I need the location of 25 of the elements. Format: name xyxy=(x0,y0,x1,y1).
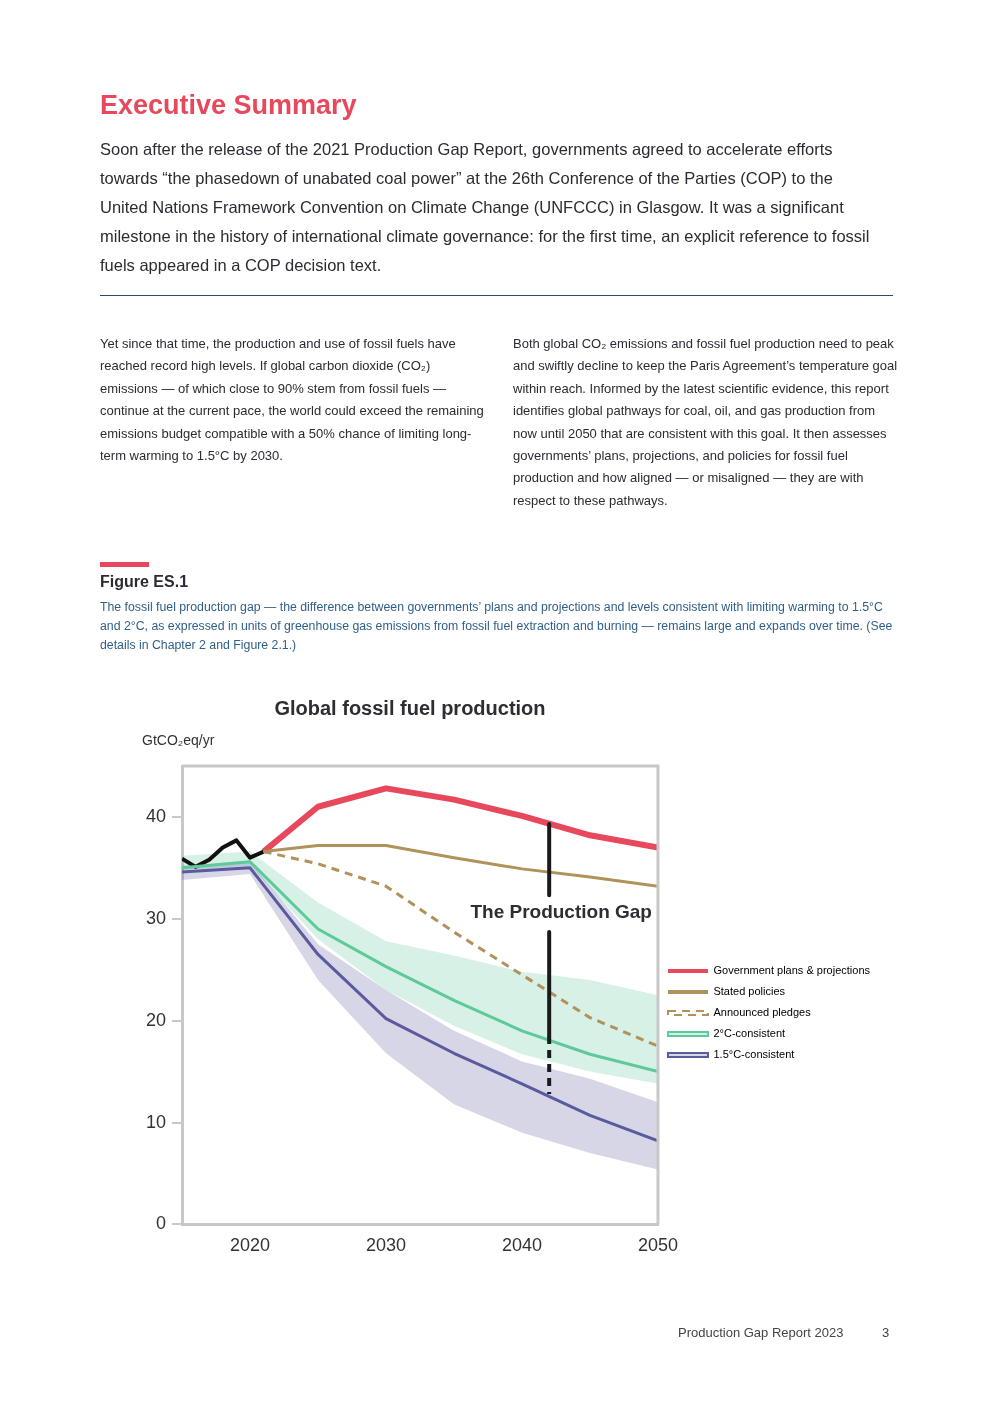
x-tick-label: 2020 xyxy=(229,1235,271,1256)
text: Both global CO₂ emissions and fossil fuel production need to peak and swiftly decline to keep the Paris Agreement’s temperature goal within reach. Informed by the latest scientific evidence, this report identifies global pathways for coal, oil, and gas production from now until 2050 that are consistent with this goal. It then assesses governments’ plans, projections, and policies for fossil fuel production and how aligned — or misaligned — they are with respect to these pathways. xyxy=(513,335,898,510)
text: The fossil fuel production gap — the difference between governments’ plans and projections and levels consistent with limiting warming to 1.5°C and 2°C, as expressed in units of greenhouse gas emissions from fossil fuel extraction and burning — remains large and expands over time. (See details in Chapter 2 and Figure 2.1.) xyxy=(100,599,894,654)
y-tick-label: 30 xyxy=(145,907,167,928)
text: Figure ES.1 xyxy=(100,573,189,591)
text: Yet since that time, the production and use of fossil fuels have reached record high levels. If global carbon dioxide (CO₂) emissions — of which close to 90% stem from fossil fuels — continue at the current pace, the world could exceed the remaining emissions budget compatible with a 50% chance of limiting long-term warming to 1.5°C by 2030. xyxy=(100,335,485,466)
text: Executive Summary xyxy=(100,90,357,121)
x-tick-label: 2040 xyxy=(501,1235,543,1256)
legend-label: 2°C-consistent xyxy=(713,1027,786,1040)
y-tick-label: 10 xyxy=(145,1111,167,1132)
y-tick-label: 40 xyxy=(145,805,167,826)
x-tick-label: 2030 xyxy=(365,1235,407,1256)
legend-label: Stated policies xyxy=(713,985,786,998)
text: Soon after the release of the 2021 Production Gap Report, governments agreed to accelerate efforts towards “the phasedown of unabated coal power” at the 26th Conference of the Parties (COP) to the United Nations Framework Convention on Climate Change (UNFCCC) in Glasgow. It was a significant milestone in the history of international climate governance: for the first time, an explicit reference to fossil fuels appeared in a COP decision text. xyxy=(100,139,870,276)
y-tick-label: 0 xyxy=(156,1213,167,1234)
legend-label: Government plans & projections xyxy=(713,964,871,977)
annotation: The Production Gap xyxy=(470,900,652,922)
text: 3 xyxy=(882,1325,890,1340)
chart-title: Global fossil fuel production xyxy=(274,696,546,719)
legend-label: 1.5°C-consistent xyxy=(713,1048,795,1061)
x-tick-label: 2050 xyxy=(637,1235,678,1256)
y-tick-label: 20 xyxy=(145,1009,167,1030)
legend-label: Announced pledges xyxy=(713,1006,812,1019)
text: Production Gap Report 2023 xyxy=(678,1325,844,1340)
y-axis-title: GtCO₂eq/yr xyxy=(142,731,215,748)
